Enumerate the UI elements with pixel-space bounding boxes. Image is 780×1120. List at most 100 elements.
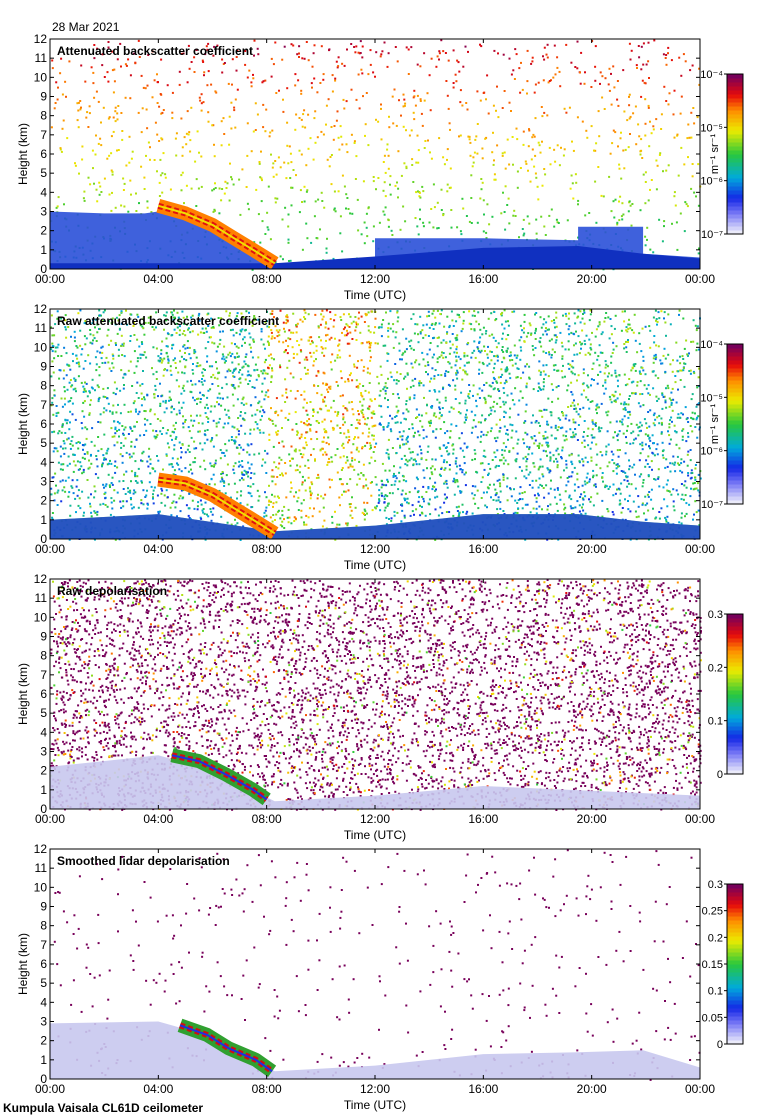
y-tick-label: 2: [40, 494, 47, 508]
x-tick-label: 00:00: [685, 812, 715, 826]
cloud-layer-edge: [158, 204, 276, 265]
x-tick-label: 20:00: [577, 1082, 607, 1096]
y-tick-label: 7: [40, 398, 47, 412]
y-tick-label: 5: [40, 436, 47, 450]
x-tick-label: 16:00: [468, 542, 498, 556]
y-axis-label: Height (km): [16, 123, 30, 185]
x-tick-label: 00:00: [35, 1082, 65, 1096]
y-tick-label: 5: [40, 976, 47, 990]
y-tick-label: 4: [40, 995, 47, 1009]
x-tick-label: 12:00: [360, 542, 390, 556]
x-tick-label: 04:00: [143, 272, 173, 286]
x-tick-label: 00:00: [35, 812, 65, 826]
x-tick-label: 00:00: [685, 272, 715, 286]
heatmap-field: [50, 39, 702, 271]
y-tick-label: 4: [40, 455, 47, 469]
heatmap-field: [50, 579, 702, 811]
colorbar-unit-label: m⁻¹ sr⁻¹: [709, 134, 721, 175]
y-tick-label: 10: [34, 70, 48, 84]
y-tick-label: 11: [35, 861, 48, 875]
y-tick-label: 6: [40, 687, 47, 701]
y-tick-label: 10: [34, 610, 48, 624]
panel-title: Raw attenuated backscatter coefficient: [57, 314, 279, 328]
x-tick-label: 12:00: [360, 1082, 390, 1096]
y-tick-label: 1: [40, 513, 47, 527]
surface-layer: [50, 514, 700, 539]
y-tick-label: 2: [40, 224, 47, 238]
x-axis-label: Time (UTC): [344, 828, 406, 842]
y-tick-label: 6: [40, 417, 47, 431]
heatmap-field: [50, 849, 701, 1081]
y-tick-label: 3: [40, 475, 47, 489]
x-tick-label: 08:00: [252, 272, 282, 286]
colorbar-tick-label: 10⁻⁵: [700, 122, 723, 134]
x-tick-label: 00:00: [685, 1082, 715, 1096]
heatmap-field: [50, 309, 702, 541]
y-tick-label: 3: [40, 1015, 47, 1029]
y-tick-label: 11: [35, 51, 48, 65]
date-label: 28 Mar 2021: [52, 20, 120, 34]
y-tick-label: 3: [40, 745, 47, 759]
plot-area: [50, 309, 700, 539]
colorbar-tick-label: 0.3: [708, 609, 723, 621]
colorbar-tick-label: 10⁻⁷: [701, 229, 723, 241]
y-tick-label: 6: [40, 147, 47, 161]
y-tick-label: 8: [40, 379, 47, 393]
colorbar-tick-label: 10⁻⁵: [700, 392, 723, 404]
colorbar-tick-label: 10⁻⁴: [700, 339, 723, 351]
colorbar-tick-label: 10⁻⁷: [701, 499, 723, 511]
surface-layer: [50, 246, 700, 269]
colorbar-tick-label: 0.2: [708, 932, 723, 944]
y-tick-label: 9: [40, 900, 47, 914]
colorbar-tick-label: 0.25: [702, 906, 723, 918]
y-tick-label: 0: [40, 1072, 47, 1086]
x-tick-label: 16:00: [468, 812, 498, 826]
colorbar-tick-label: 0.1: [708, 986, 723, 998]
colorbar-unit-label: m⁻¹ sr⁻¹: [709, 404, 721, 445]
colorbar-tick-label: 0: [717, 1039, 723, 1051]
y-tick-label: 2: [40, 764, 47, 778]
y-tick-label: 9: [40, 90, 47, 104]
y-tick-label: 10: [34, 880, 48, 894]
x-tick-label: 20:00: [577, 272, 607, 286]
y-tick-label: 7: [40, 128, 47, 142]
y-tick-label: 1: [40, 783, 47, 797]
x-tick-label: 04:00: [143, 542, 173, 556]
colorbar: 0 0.1 0.2 0.3: [708, 609, 744, 781]
y-tick-label: 0: [40, 262, 47, 276]
x-tick-label: 00:00: [35, 542, 65, 556]
y-tick-label: 6: [40, 957, 47, 971]
y-tick-label: 0: [40, 532, 47, 546]
cloud-layer-edge: [171, 754, 268, 801]
x-tick-label: 12:00: [360, 812, 390, 826]
x-tick-label: 00:00: [685, 542, 715, 556]
x-tick-label: 04:00: [143, 812, 173, 826]
x-tick-label: 12:00: [360, 272, 390, 286]
colorbar-tick-label: 0.05: [702, 1012, 723, 1024]
colorbar-frame: [726, 73, 744, 235]
panel-title: Raw depolarisation: [57, 584, 167, 598]
y-tick-label: 9: [40, 360, 47, 374]
colorbar-tick-label: 0.2: [708, 662, 723, 674]
colorbar-tick-label: 0: [717, 769, 723, 781]
y-tick-label: 12: [34, 842, 48, 856]
y-tick-label: 5: [40, 166, 47, 180]
y-tick-label: 4: [40, 725, 47, 739]
x-tick-label: 20:00: [577, 542, 607, 556]
colorbar-frame: [726, 343, 744, 505]
colorbar-tick-label: 0.15: [702, 959, 723, 971]
colorbar: 10⁻⁷ 10⁻⁶ 10⁻⁵ 10⁻⁴ m⁻¹ sr⁻¹: [700, 339, 744, 511]
y-tick-label: 9: [40, 630, 47, 644]
y-tick-label: 7: [40, 938, 47, 952]
y-tick-label: 7: [40, 668, 47, 682]
colorbar-tick-label: 0.3: [708, 879, 723, 891]
x-tick-label: 20:00: [577, 812, 607, 826]
x-tick-label: 08:00: [252, 542, 282, 556]
instrument-label: Kumpula Vaisala CL61D ceilometer: [3, 1101, 204, 1115]
y-tick-label: 8: [40, 649, 47, 663]
